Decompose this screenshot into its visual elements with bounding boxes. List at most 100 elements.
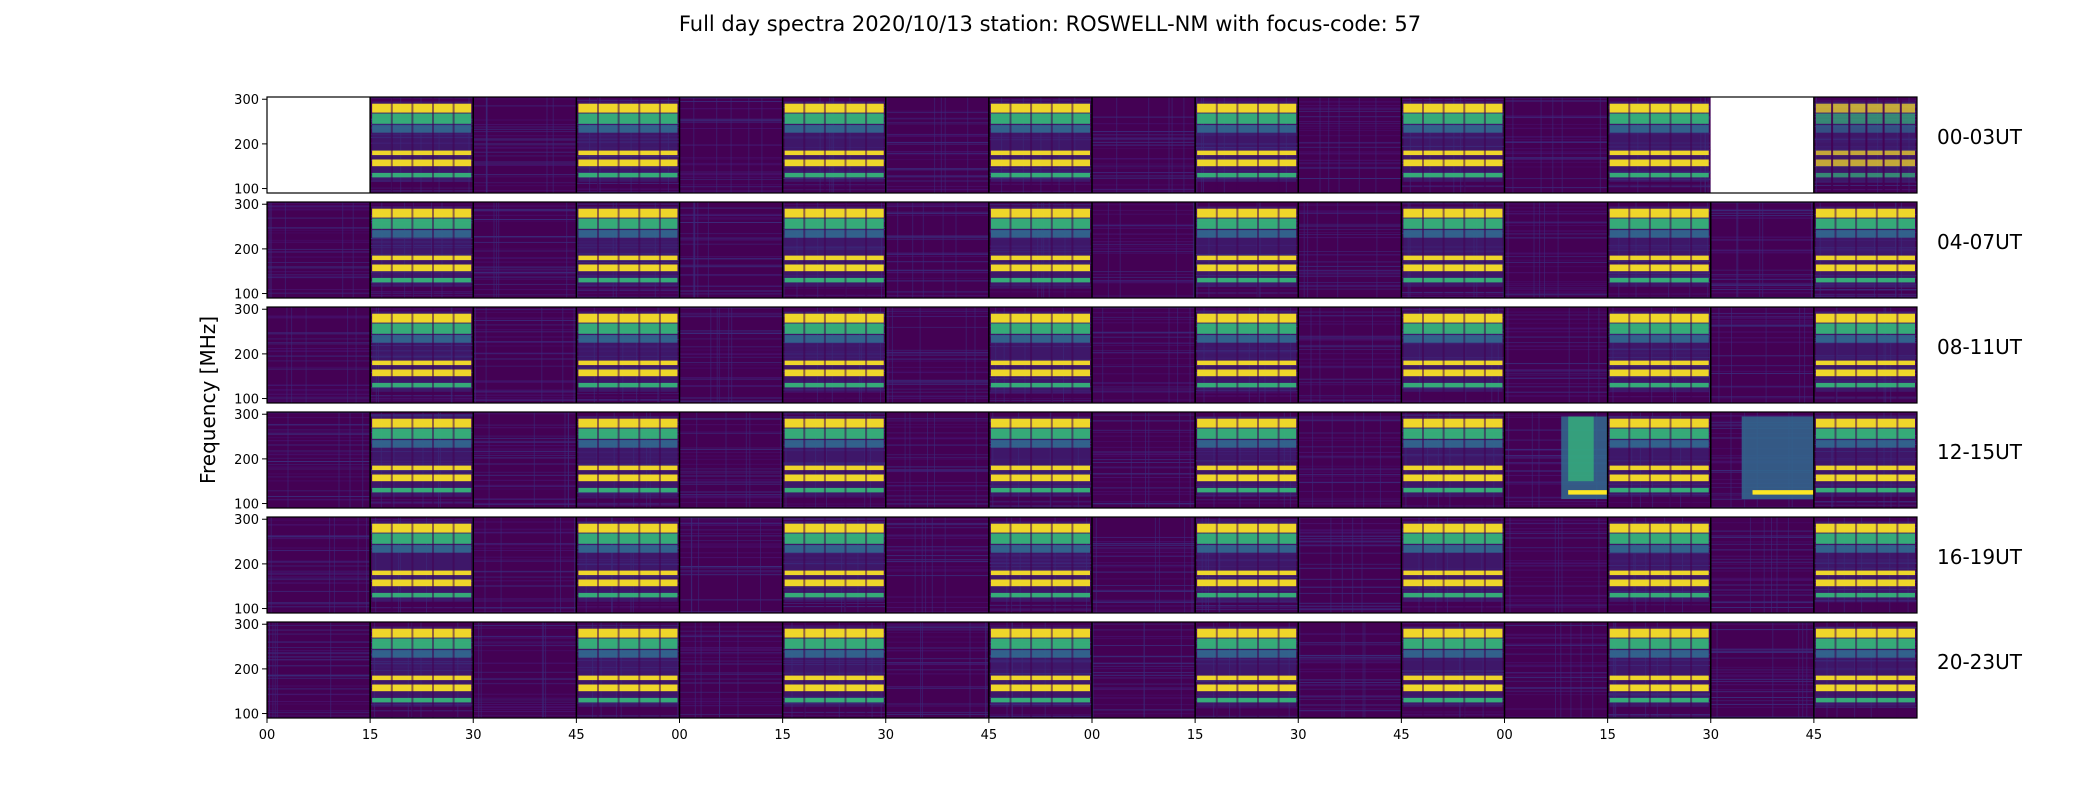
focus-band xyxy=(1403,428,1503,439)
noise-line xyxy=(267,412,371,414)
subscan-gap xyxy=(1831,97,1834,193)
noise-line xyxy=(885,256,989,257)
noise-column xyxy=(1337,202,1339,298)
focus-band xyxy=(578,628,678,638)
focus-band xyxy=(1403,360,1503,366)
subscan-gap xyxy=(617,97,620,193)
focus-band xyxy=(578,113,678,124)
subscan-gap xyxy=(803,517,806,613)
noise-line xyxy=(988,715,1092,717)
subscan-gap xyxy=(617,622,620,718)
noise-line xyxy=(679,364,783,366)
noise-line xyxy=(1092,571,1196,573)
noise-line xyxy=(782,518,886,520)
noise-line xyxy=(885,535,989,537)
focus-band xyxy=(578,369,678,377)
noise-line xyxy=(473,498,577,500)
panel-frame xyxy=(266,306,1918,404)
focus-band xyxy=(1815,533,1915,544)
segment-quiet xyxy=(1091,412,1196,508)
segment-background xyxy=(679,622,783,718)
noise-column xyxy=(270,202,272,298)
noise-line xyxy=(1298,682,1402,684)
noise-column xyxy=(1561,97,1563,193)
noise-line xyxy=(1298,311,1402,313)
noise-line xyxy=(1504,677,1608,679)
noise-line xyxy=(1504,687,1608,689)
focus-band xyxy=(1197,697,1297,703)
subscan-gap xyxy=(1896,412,1899,508)
noise-line xyxy=(1504,187,1608,189)
segment-focus xyxy=(369,412,474,508)
noise-line xyxy=(1504,221,1608,223)
noise-line xyxy=(473,556,577,558)
noise-line xyxy=(1195,292,1299,294)
noise-line xyxy=(473,342,577,343)
subscan-gap xyxy=(865,517,868,613)
focus-band xyxy=(1815,335,1915,343)
noise-line xyxy=(885,351,989,353)
noise-line xyxy=(1298,151,1402,153)
focus-band xyxy=(784,264,884,272)
noise-line xyxy=(1710,317,1814,319)
noise-line xyxy=(1401,606,1505,608)
noise-line xyxy=(267,570,371,572)
noise-line xyxy=(1504,708,1608,710)
focus-band xyxy=(1609,335,1709,343)
noise-line xyxy=(885,686,989,688)
subscan-gap xyxy=(411,97,414,193)
noise-line xyxy=(267,579,371,581)
subscan-gap xyxy=(390,517,393,613)
noise-line xyxy=(473,236,577,237)
x-tick-label: 45 xyxy=(981,728,998,743)
noise-line xyxy=(473,479,577,481)
segment-background xyxy=(473,202,577,298)
segment-empty xyxy=(1710,97,1814,193)
noise-line xyxy=(885,238,989,240)
noise-line xyxy=(473,427,577,429)
noise-line xyxy=(576,606,680,608)
noise-line xyxy=(267,694,371,696)
focus-band xyxy=(1815,592,1915,598)
noise-line xyxy=(679,463,783,465)
noise-line xyxy=(1298,129,1402,131)
noise-line xyxy=(267,348,371,349)
subscan-gap xyxy=(823,412,826,508)
noise-line xyxy=(267,577,371,579)
noise-line xyxy=(679,468,783,470)
noise-column xyxy=(897,202,899,298)
noise-line xyxy=(370,187,474,189)
noise-line xyxy=(885,518,989,520)
subscan-gap xyxy=(1483,307,1486,403)
focus-band xyxy=(372,230,472,238)
focus-band xyxy=(578,465,678,471)
noise-line xyxy=(267,332,371,334)
panel-image xyxy=(267,97,1917,193)
noise-line xyxy=(473,329,577,331)
focus-band xyxy=(784,150,884,156)
focus-band xyxy=(372,159,472,167)
noise-line xyxy=(370,308,474,310)
noise-line xyxy=(1298,105,1402,107)
noise-column xyxy=(1189,307,1191,403)
noise-column xyxy=(1178,412,1180,508)
noise-line xyxy=(576,99,680,101)
noise-column xyxy=(1560,622,1562,718)
y-tick-label: 300 xyxy=(234,303,259,318)
noise-column xyxy=(1730,412,1732,508)
noise-column xyxy=(921,517,923,613)
focus-band xyxy=(1403,369,1503,377)
focus-band xyxy=(1403,264,1503,272)
noise-column xyxy=(1538,412,1540,508)
subscan-gap xyxy=(1628,412,1631,508)
noise-column xyxy=(1143,622,1145,718)
noise-line xyxy=(885,291,989,293)
noise-line xyxy=(1504,562,1608,564)
noise-column xyxy=(1787,517,1789,613)
noise-line xyxy=(885,624,989,626)
noise-line xyxy=(1504,281,1608,283)
noise-line xyxy=(1195,99,1299,101)
subscan-gap xyxy=(1442,622,1445,718)
noise-line xyxy=(1607,415,1711,417)
focus-band xyxy=(990,313,1090,323)
